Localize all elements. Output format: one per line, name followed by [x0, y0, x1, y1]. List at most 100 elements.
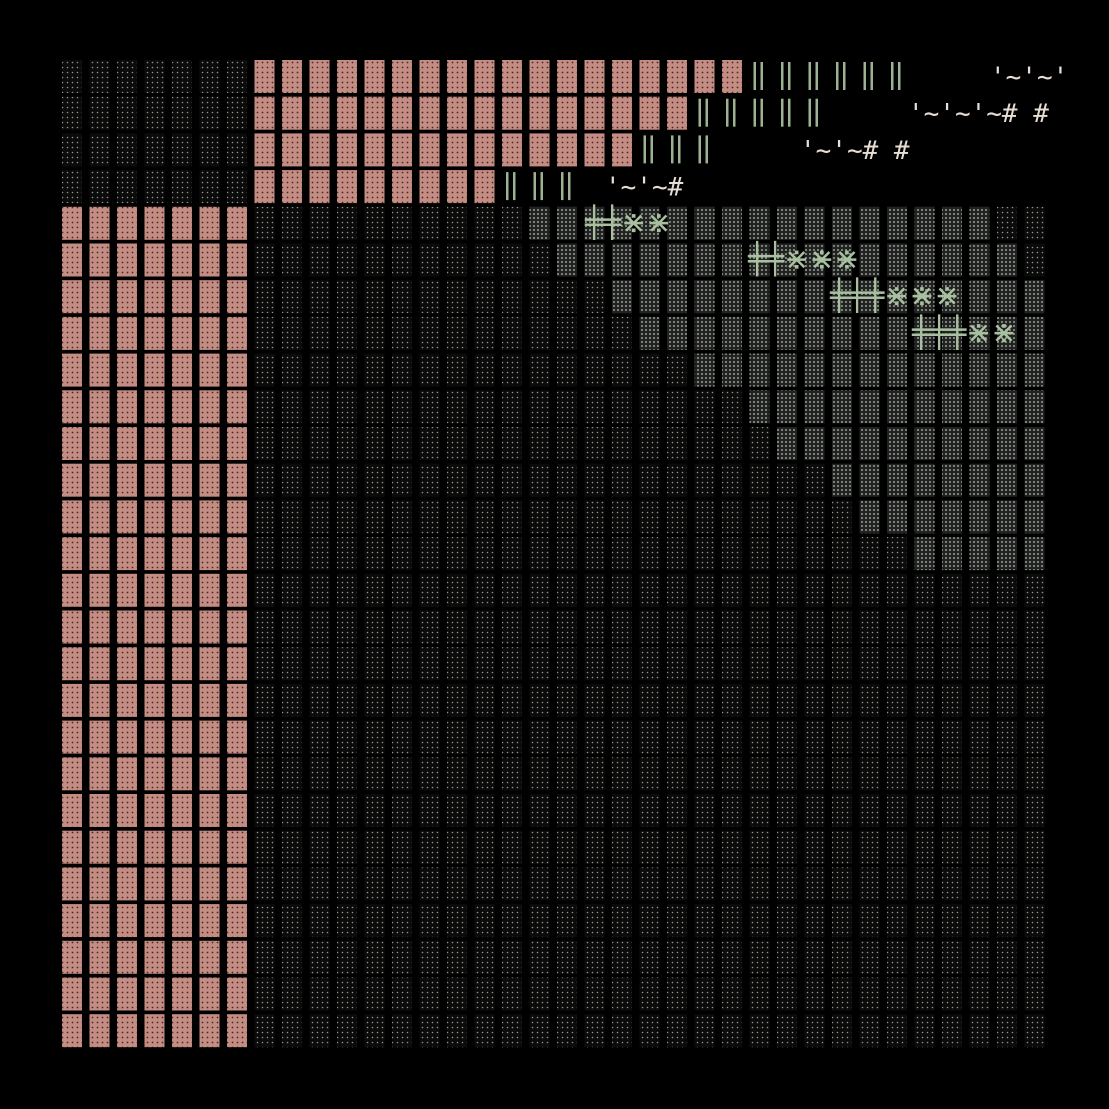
- cell: [859, 977, 880, 1011]
- cell: [144, 60, 165, 93]
- cell: [419, 133, 440, 167]
- cell: [172, 170, 192, 204]
- cell: [392, 610, 412, 644]
- cell: [942, 390, 962, 424]
- cell: [804, 647, 825, 681]
- cell: [117, 390, 137, 424]
- cell: [117, 280, 137, 314]
- cell: [254, 463, 275, 497]
- cell: [227, 683, 247, 717]
- bar-glyph: [568, 172, 571, 201]
- bar-glyph: [698, 98, 701, 127]
- cell: [282, 904, 302, 938]
- cell: [969, 683, 990, 717]
- cell: [254, 96, 275, 130]
- cell: [832, 794, 852, 827]
- cell: [117, 977, 137, 1011]
- bar-glyph: [760, 62, 763, 90]
- cell: [777, 537, 797, 571]
- cell: [364, 96, 385, 130]
- cell: [914, 206, 935, 240]
- cell: [804, 867, 825, 901]
- cell: [309, 316, 330, 350]
- cell: [447, 1014, 467, 1048]
- cell: [227, 206, 247, 240]
- cell: [667, 537, 687, 571]
- cell: [364, 60, 385, 93]
- bar-glyph: [506, 172, 509, 201]
- cell: [447, 243, 467, 277]
- cell: [227, 610, 247, 644]
- cell: [282, 500, 302, 534]
- cell: [199, 904, 220, 938]
- cell: [282, 206, 302, 240]
- cell: [639, 427, 660, 460]
- cell: [584, 794, 605, 827]
- cell: [89, 940, 110, 974]
- cell: [282, 243, 302, 277]
- cell: [667, 60, 687, 93]
- cell: [997, 830, 1017, 864]
- cell: [474, 133, 495, 167]
- cell: [529, 830, 550, 864]
- cell: [694, 353, 715, 387]
- cell: [447, 904, 467, 938]
- cell: [364, 794, 385, 827]
- cell: [502, 683, 522, 717]
- cell: [887, 1014, 907, 1048]
- cell: [199, 280, 220, 314]
- cell: [832, 316, 852, 350]
- cell: [584, 500, 605, 534]
- cell: [639, 573, 660, 607]
- cell: [62, 610, 82, 644]
- cell: [612, 537, 632, 571]
- cell: [887, 757, 907, 791]
- cell: [337, 904, 357, 938]
- cell: [282, 1014, 302, 1048]
- cell: [199, 977, 220, 1011]
- cell: [832, 573, 852, 607]
- cell: [667, 610, 687, 644]
- cell: [804, 830, 825, 864]
- cell: [172, 720, 192, 754]
- cell: [199, 940, 220, 974]
- cell: [584, 757, 605, 791]
- cell: [584, 243, 605, 277]
- cell: [667, 794, 687, 827]
- cell: [364, 940, 385, 974]
- cell: [309, 867, 330, 901]
- cell: [392, 537, 412, 571]
- cell: [694, 647, 715, 681]
- cell: [887, 977, 907, 1011]
- cell: [749, 867, 770, 901]
- cell: [1024, 390, 1045, 424]
- cell-grid: [62, 60, 1045, 1048]
- cell: [942, 427, 962, 460]
- cell: [887, 794, 907, 827]
- cell: [612, 390, 632, 424]
- cell: [667, 573, 687, 607]
- cell: [89, 720, 110, 754]
- cell: [942, 537, 962, 571]
- cell: [722, 500, 742, 534]
- cell: [144, 794, 165, 827]
- cell: [337, 280, 357, 314]
- cell: [832, 206, 852, 240]
- cell: [337, 390, 357, 424]
- cell: [942, 647, 962, 681]
- cell: [309, 427, 330, 460]
- cell: [254, 720, 275, 754]
- cell: [914, 243, 935, 277]
- cell: [172, 280, 192, 314]
- cell: [557, 977, 577, 1011]
- cell: [474, 243, 495, 277]
- cell: [392, 757, 412, 791]
- cell: [419, 316, 440, 350]
- cell: [997, 977, 1017, 1011]
- cell: [282, 683, 302, 717]
- cell: [859, 757, 880, 791]
- cell: [914, 1014, 935, 1048]
- cell: [914, 463, 935, 497]
- cell: [254, 60, 275, 93]
- cell: [859, 427, 880, 460]
